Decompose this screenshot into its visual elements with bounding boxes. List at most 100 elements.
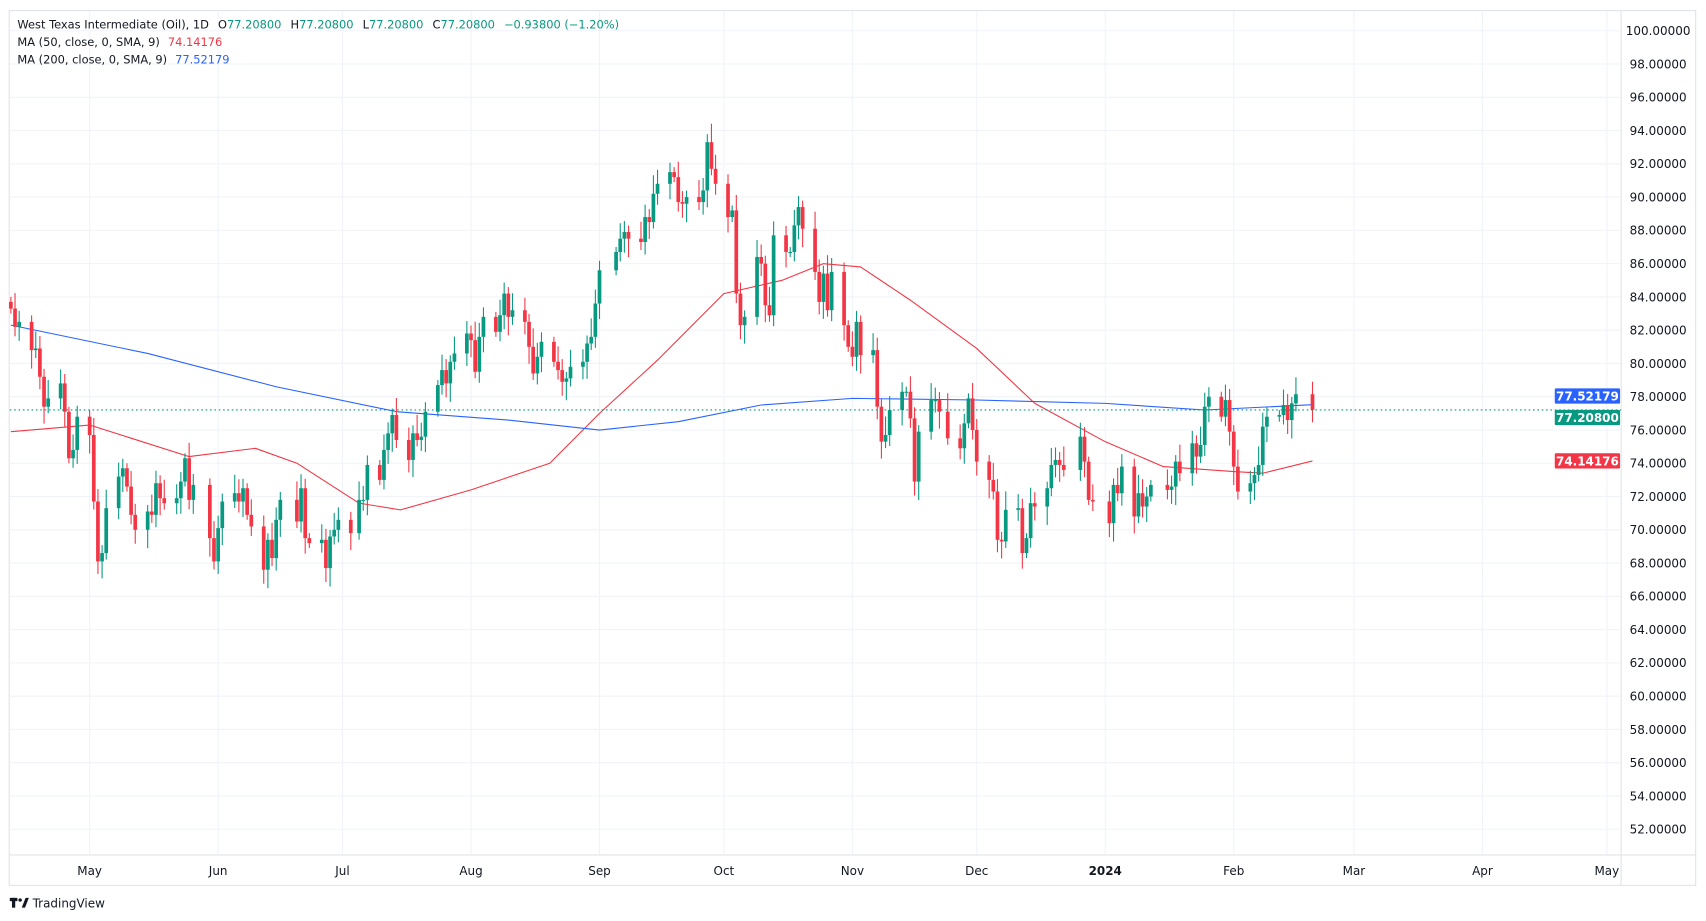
- price-axis[interactable]: 100.00000 98.00000 96.00000 94.00000 92.0000…: [1626, 24, 1691, 837]
- tradingview-logo-icon: [9, 897, 29, 908]
- candle: [116, 462, 121, 520]
- candle-body: [755, 256, 759, 317]
- legend: West Texas Intermediate (Oil), 1D O77.20…: [17, 18, 619, 67]
- candle-body: [1265, 416, 1269, 427]
- candle-body: [1252, 474, 1257, 484]
- candle-body: [261, 526, 266, 570]
- candle-body: [738, 293, 743, 326]
- candle-body: [9, 301, 13, 309]
- candle: [568, 349, 573, 387]
- candle: [29, 315, 34, 369]
- candle: [531, 328, 536, 380]
- candle: [365, 455, 370, 516]
- candle: [162, 479, 167, 510]
- candle: [423, 402, 428, 453]
- candle: [187, 442, 191, 510]
- x-tick-label: Oct: [714, 864, 735, 878]
- candle-body: [87, 416, 92, 435]
- y-tick-label: 78.00000: [1630, 390, 1687, 404]
- candle: [871, 333, 875, 364]
- candle-body: [958, 438, 963, 449]
- time-axis[interactable]: May Jun Jul Aug Sep Oct Nov Dec 2024 Feb Mar Apr May: [77, 864, 1619, 878]
- candle: [916, 425, 921, 501]
- candle-body: [1140, 493, 1145, 507]
- candle: [473, 321, 478, 379]
- candle: [759, 244, 764, 277]
- candle-body: [1107, 501, 1112, 524]
- tradingview-logo[interactable]: TradingView: [9, 897, 105, 911]
- candle: [440, 354, 444, 395]
- candle: [38, 336, 42, 390]
- candle: [991, 462, 996, 500]
- candle-body: [1198, 444, 1203, 457]
- candle-body: [829, 271, 834, 311]
- candle-body: [937, 400, 942, 412]
- candle-body: [945, 411, 950, 439]
- y-tick-label: 72.00000: [1630, 490, 1687, 504]
- candle: [17, 310, 22, 341]
- ma50-value: 74.14176: [168, 35, 222, 49]
- candle: [593, 289, 598, 348]
- candle: [361, 485, 366, 511]
- ma200-label: MA (200, close, 0, SMA, 9): [17, 52, 167, 66]
- candle: [299, 474, 303, 533]
- candle-body: [1260, 426, 1265, 465]
- candle-body: [1194, 443, 1199, 457]
- candle: [274, 507, 279, 571]
- price-labels: 77.52179 77.20800 74.14176: [1554, 388, 1621, 469]
- candle: [71, 434, 75, 468]
- candle-body: [647, 217, 652, 223]
- candle-body: [962, 423, 967, 449]
- candle: [1194, 435, 1199, 474]
- candle: [614, 246, 618, 276]
- candle: [672, 167, 676, 183]
- candle-body: [1178, 461, 1182, 474]
- legend-symbol-row: West Texas Intermediate (Oil), 1D O77.20…: [17, 18, 619, 32]
- candle-body: [1219, 396, 1224, 417]
- candle-body: [249, 514, 254, 527]
- candle-body: [178, 481, 183, 499]
- candle: [796, 196, 801, 240]
- candle: [1086, 456, 1091, 505]
- candle-body: [626, 232, 631, 239]
- candle-body: [506, 293, 511, 317]
- candle-body: [386, 433, 390, 450]
- candle: [622, 221, 627, 253]
- candle: [435, 380, 440, 417]
- candle: [1260, 412, 1265, 476]
- candle-body: [825, 273, 830, 311]
- candle: [1190, 430, 1195, 486]
- x-tick-label: Apr: [1472, 864, 1493, 878]
- legend-ma200-row[interactable]: MA (200, close, 0, SMA, 9) 77.52179: [17, 52, 229, 66]
- candle-body: [1277, 415, 1282, 417]
- candle-body: [788, 251, 793, 254]
- candle: [999, 531, 1004, 559]
- candle-body: [713, 168, 718, 184]
- candle-body: [933, 400, 938, 402]
- candle: [42, 368, 46, 424]
- candle-body: [1049, 464, 1054, 489]
- candle: [1231, 425, 1236, 486]
- candle-body: [618, 238, 623, 252]
- candle: [154, 470, 158, 528]
- candle-body: [560, 370, 565, 382]
- price-label-text: 74.14176: [1556, 454, 1619, 468]
- candle: [523, 297, 527, 335]
- candle: [1173, 455, 1178, 506]
- legend-ma50-row[interactable]: MA (50, close, 0, SMA, 9) 74.14176: [17, 35, 222, 49]
- candle: [1165, 469, 1170, 500]
- candle-body: [1202, 406, 1207, 445]
- chart-frame: [8, 10, 1697, 886]
- candle-body: [125, 468, 129, 487]
- candle-body: [415, 433, 419, 440]
- candle-body: [1281, 405, 1286, 416]
- candle-body: [91, 434, 96, 502]
- candle: [191, 473, 196, 514]
- candle: [767, 286, 772, 322]
- candle: [328, 529, 332, 587]
- candle-body: [174, 498, 179, 504]
- candle: [995, 479, 1000, 553]
- candle-body: [29, 321, 34, 351]
